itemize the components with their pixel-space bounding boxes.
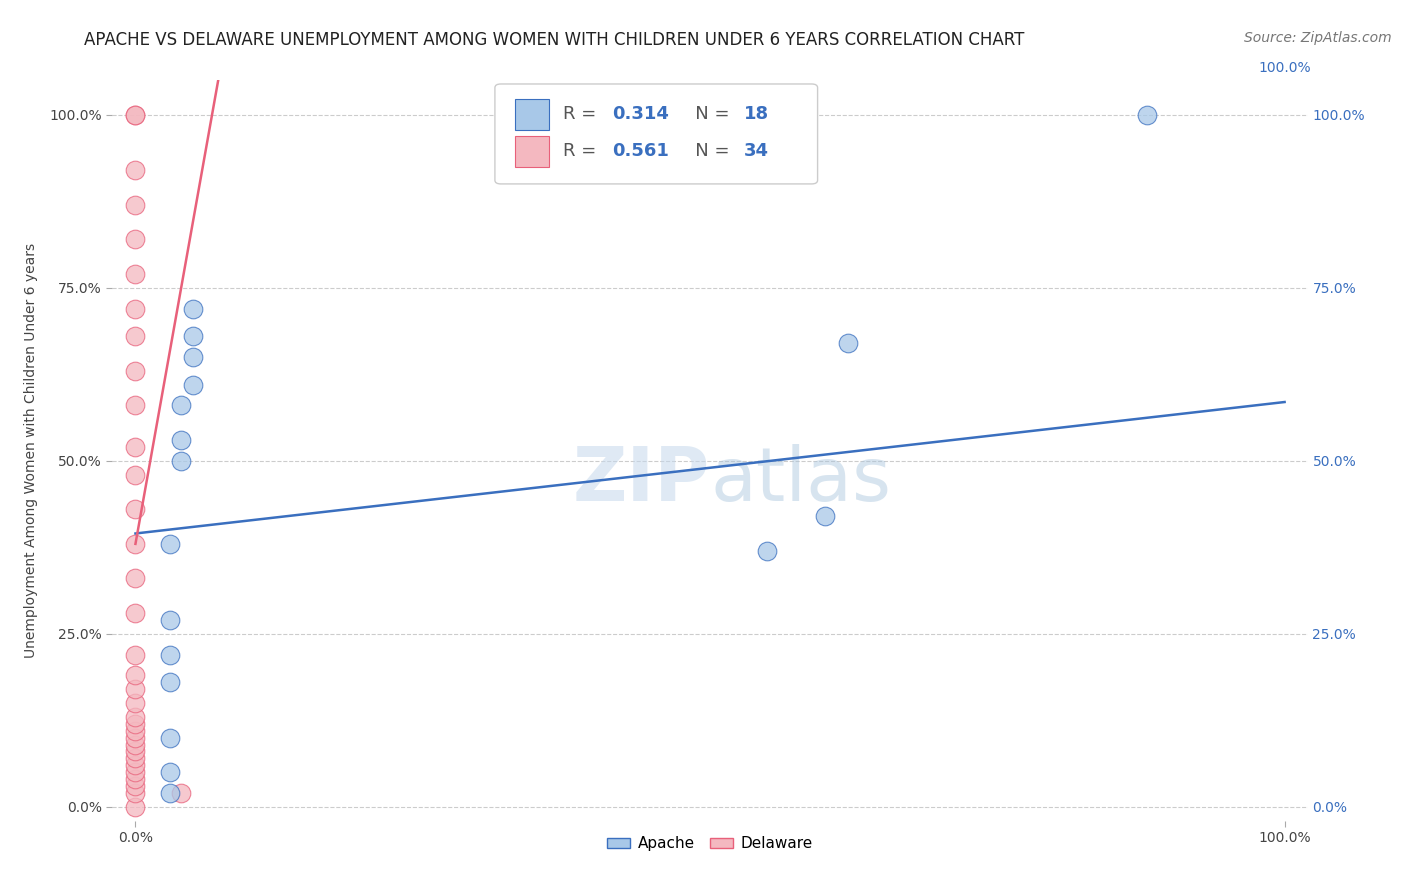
Text: ZIP: ZIP [572, 443, 710, 516]
Point [159, 731, 181, 745]
Text: 34: 34 [744, 143, 769, 161]
Y-axis label: Unemployment Among Women with Children Under 6 years: Unemployment Among Women with Children U… [24, 243, 38, 658]
Point [181, 377, 204, 392]
Point [837, 336, 859, 351]
Point [124, 723, 146, 738]
Point [124, 572, 146, 586]
Point [124, 772, 146, 786]
Point [124, 329, 146, 343]
Text: N =: N = [678, 105, 735, 123]
Point [124, 765, 146, 780]
Point [159, 675, 181, 690]
Point [170, 454, 193, 468]
Point [124, 668, 146, 682]
Point [124, 606, 146, 620]
Point [124, 267, 146, 281]
Point [124, 108, 146, 122]
Point [124, 232, 146, 246]
Text: Source: ZipAtlas.com: Source: ZipAtlas.com [1244, 31, 1392, 45]
Point [170, 786, 193, 800]
Text: 18: 18 [744, 105, 769, 123]
Legend: Apache, Delaware: Apache, Delaware [600, 830, 820, 857]
Point [124, 440, 146, 454]
Point [181, 329, 204, 343]
Text: 0.314: 0.314 [612, 105, 669, 123]
Point [124, 751, 146, 765]
Point [159, 648, 181, 662]
Point [124, 696, 146, 710]
Point [1136, 108, 1159, 122]
Point [124, 738, 146, 752]
Point [124, 537, 146, 551]
Point [756, 543, 779, 558]
Point [124, 163, 146, 178]
Point [124, 108, 146, 122]
Point [124, 502, 146, 516]
Point [124, 198, 146, 212]
Text: atlas: atlas [710, 443, 891, 516]
Point [170, 399, 193, 413]
FancyBboxPatch shape [495, 84, 818, 184]
Text: R =: R = [562, 143, 602, 161]
Point [124, 799, 146, 814]
Text: APACHE VS DELAWARE UNEMPLOYMENT AMONG WOMEN WITH CHILDREN UNDER 6 YEARS CORRELAT: APACHE VS DELAWARE UNEMPLOYMENT AMONG WO… [84, 31, 1025, 49]
Bar [515, 99, 548, 130]
Point [159, 786, 181, 800]
Point [124, 710, 146, 724]
Point [181, 301, 204, 316]
Point [124, 682, 146, 697]
Point [124, 758, 146, 772]
Point [159, 765, 181, 780]
Point [124, 731, 146, 745]
Point [124, 744, 146, 758]
Point [124, 648, 146, 662]
Text: 0.561: 0.561 [612, 143, 669, 161]
Point [170, 433, 193, 447]
Point [124, 301, 146, 316]
Text: R =: R = [562, 105, 602, 123]
Point [124, 716, 146, 731]
Point [181, 350, 204, 364]
Point [159, 537, 181, 551]
Point [124, 467, 146, 482]
Point [124, 364, 146, 378]
Text: N =: N = [678, 143, 735, 161]
Point [124, 779, 146, 793]
Point [124, 786, 146, 800]
Point [814, 509, 837, 524]
Bar [515, 136, 548, 167]
Point [124, 399, 146, 413]
Point [159, 613, 181, 627]
